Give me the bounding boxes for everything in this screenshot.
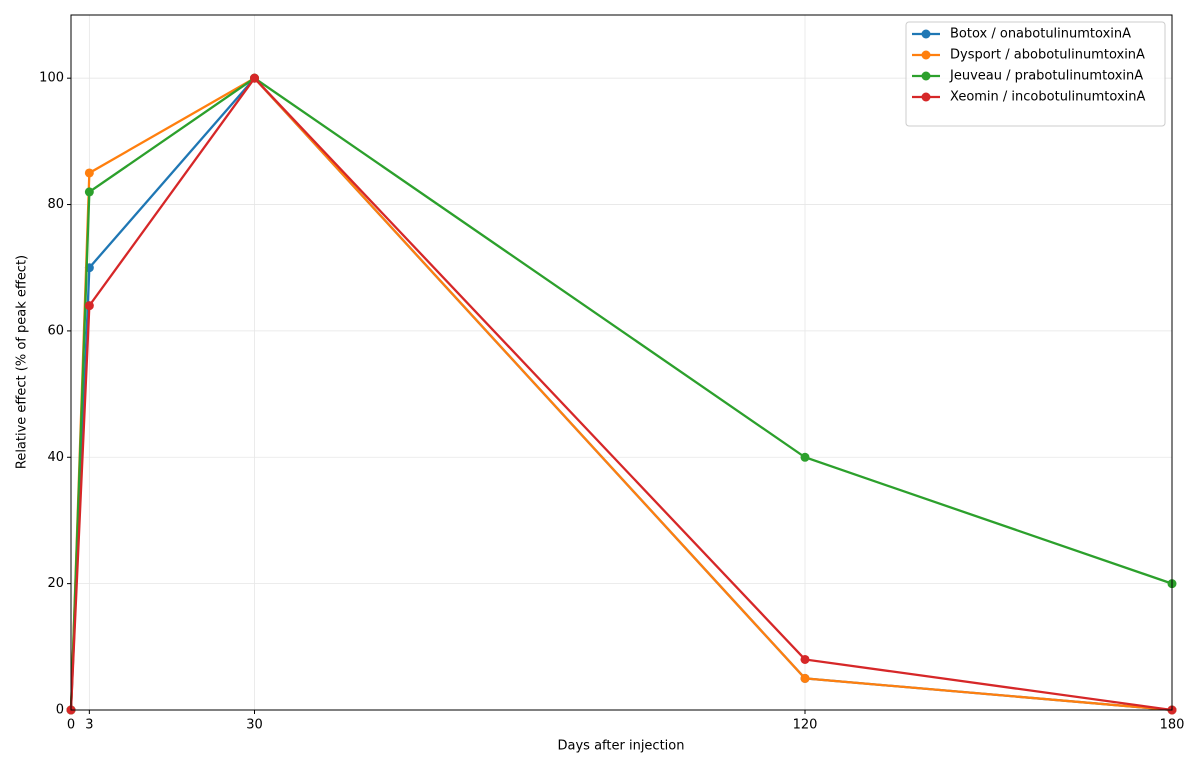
x-tick-label: 30	[246, 718, 263, 733]
legend-marker	[921, 71, 931, 81]
y-tick-label: 80	[47, 197, 64, 212]
marker	[800, 673, 810, 683]
legend-marker	[921, 29, 931, 39]
y-axis-label: Relative effect (% of peak effect)	[15, 255, 30, 469]
legend-box	[905, 21, 1166, 127]
y-tick-label: 0	[56, 703, 64, 718]
x-tick-label: 3	[85, 718, 93, 733]
series-line	[69, 76, 1173, 711]
marker	[84, 301, 94, 311]
y-tick-label: 40	[47, 450, 64, 465]
plot-frame	[70, 14, 1173, 711]
y-tick-label: 100	[39, 71, 64, 86]
legend-marker	[921, 92, 931, 102]
y-tick-label: 20	[47, 576, 64, 591]
x-tick-label: 0	[67, 718, 75, 733]
x-tick-label: 180	[1160, 718, 1185, 733]
legend-label: Botox / onabotulinumtoxinA	[950, 27, 1131, 42]
y-tick-label: 60	[47, 323, 64, 338]
x-axis-label: Days after injection	[558, 739, 685, 754]
marker	[250, 73, 259, 83]
legend-label: Xeomin / incobotulinumtoxinA	[950, 90, 1145, 105]
legend-label: Dysport / abobotulinumtoxinA	[950, 48, 1145, 63]
marker	[84, 168, 94, 178]
x-tick-label: 120	[793, 718, 818, 733]
marker	[800, 452, 810, 462]
series-line	[69, 76, 1173, 712]
series-line	[69, 76, 1173, 712]
marker	[84, 187, 94, 197]
legend-marker	[921, 50, 931, 60]
series-line	[69, 76, 1173, 712]
legend-label: Jeuveau / prabotulinumtoxinA	[949, 69, 1143, 84]
marker	[800, 654, 810, 664]
